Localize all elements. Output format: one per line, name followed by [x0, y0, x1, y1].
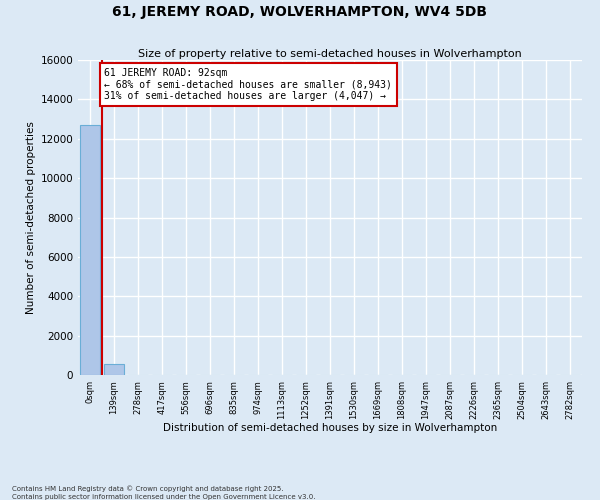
Bar: [104, 364, 124, 375]
Text: 61, JEREMY ROAD, WOLVERHAMPTON, WV4 5DB: 61, JEREMY ROAD, WOLVERHAMPTON, WV4 5DB: [113, 5, 487, 19]
Text: Contains HM Land Registry data © Crown copyright and database right 2025.
Contai: Contains HM Land Registry data © Crown c…: [12, 486, 316, 500]
X-axis label: Distribution of semi-detached houses by size in Wolverhampton: Distribution of semi-detached houses by …: [163, 423, 497, 433]
Text: 61 JEREMY ROAD: 92sqm
← 68% of semi-detached houses are smaller (8,943)
31% of s: 61 JEREMY ROAD: 92sqm ← 68% of semi-deta…: [104, 68, 392, 101]
Bar: [80, 125, 100, 375]
Title: Size of property relative to semi-detached houses in Wolverhampton: Size of property relative to semi-detach…: [138, 49, 522, 59]
Y-axis label: Number of semi-detached properties: Number of semi-detached properties: [26, 121, 36, 314]
